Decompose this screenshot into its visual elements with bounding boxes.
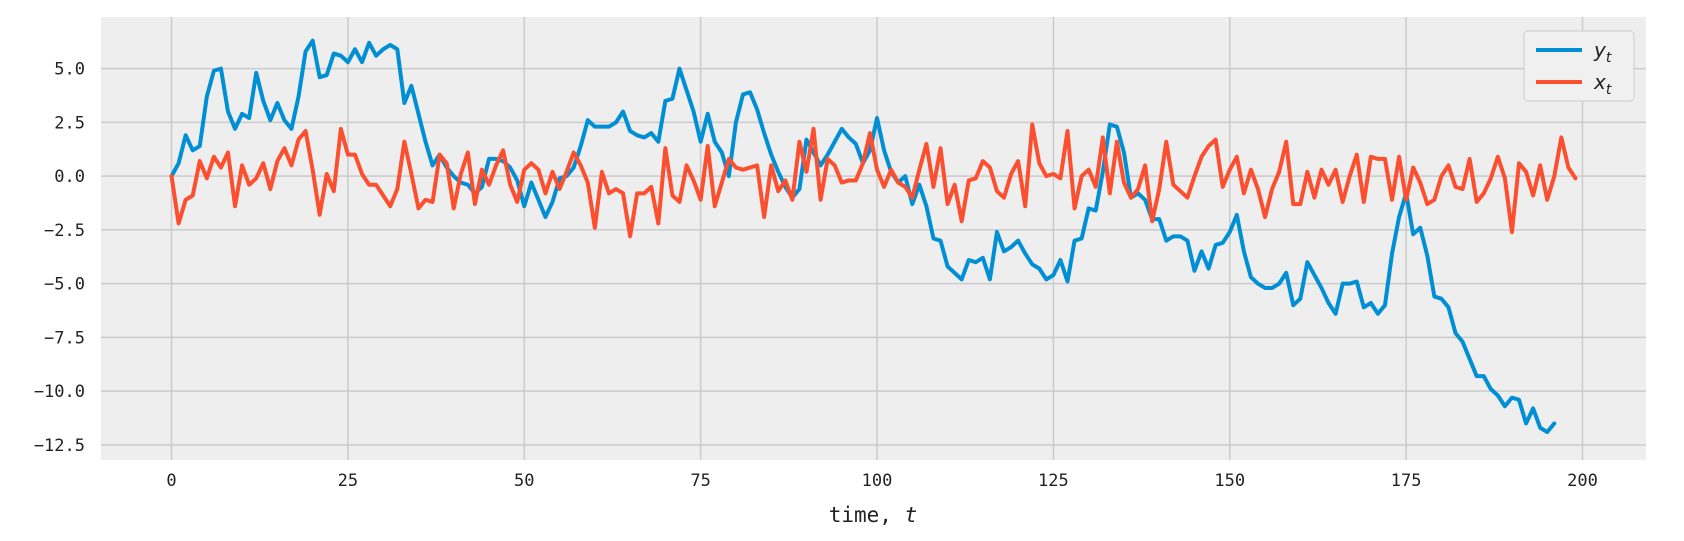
y-tick-label: −2.5 xyxy=(44,221,85,241)
y-tick-label: −12.5 xyxy=(34,436,85,456)
tick-labels: 0 25 50 75 100 125 150 175 200 5.0 2.5 0.0 −2.5 −5.0 −… xyxy=(34,60,1598,491)
y-tick-label: 5.0 xyxy=(54,60,85,80)
x-tick-label: 75 xyxy=(690,471,710,491)
x-tick-label: 50 xyxy=(514,471,534,491)
x-tick-label: 150 xyxy=(1214,471,1245,491)
x-tick-label: 25 xyxy=(338,471,358,491)
x-tick-label: 100 xyxy=(862,471,893,491)
plot-background xyxy=(101,17,1646,460)
series-lines xyxy=(169,38,1578,435)
y-tick-label: −7.5 xyxy=(44,328,85,348)
series-line-x xyxy=(169,122,1578,239)
legend: yt xt xyxy=(1523,30,1635,102)
x-tick-label: 125 xyxy=(1038,471,1069,491)
y-tick-label: 2.5 xyxy=(54,113,85,133)
x-axis-label: time, t xyxy=(829,503,918,527)
y-tick-label: −10.0 xyxy=(34,382,85,402)
legend-label-x: xt xyxy=(1593,70,1612,98)
x-axis-label-variable: t xyxy=(905,503,918,527)
legend-box xyxy=(1523,30,1635,102)
x-tick-label: 0 xyxy=(166,471,176,491)
y-tick-label: −5.0 xyxy=(44,275,85,295)
x-tick-label: 200 xyxy=(1567,471,1598,491)
legend-label-y: yt xyxy=(1593,38,1612,66)
x-tick-label: 175 xyxy=(1391,471,1422,491)
y-tick-label: 0.0 xyxy=(54,167,85,187)
